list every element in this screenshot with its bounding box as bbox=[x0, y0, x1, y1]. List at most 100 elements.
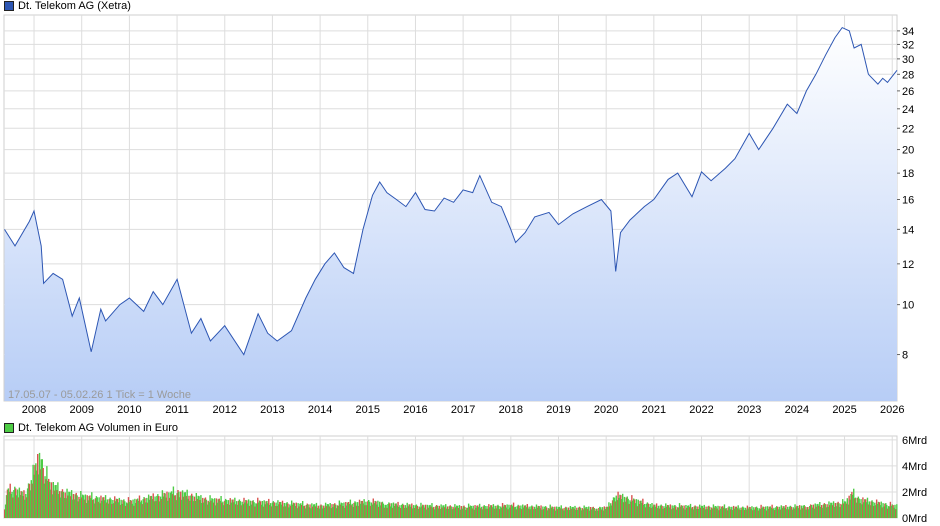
volume-bar bbox=[461, 508, 463, 518]
volume-bar bbox=[224, 498, 227, 518]
volume-bar bbox=[275, 502, 277, 518]
volume-bar bbox=[198, 496, 200, 518]
volume-bar bbox=[19, 494, 21, 518]
volume-bar bbox=[93, 503, 96, 518]
volume-bar bbox=[738, 509, 740, 518]
volume-bar bbox=[264, 504, 266, 518]
volume-bar bbox=[842, 499, 844, 518]
volume-bar bbox=[637, 499, 639, 518]
volume-bar bbox=[200, 495, 202, 518]
volume-bar bbox=[266, 501, 268, 518]
volume-bar bbox=[23, 490, 25, 518]
volume-bar bbox=[709, 506, 711, 518]
volume-bar bbox=[568, 510, 571, 518]
volume-bar bbox=[387, 504, 389, 518]
volume-bar bbox=[581, 508, 584, 518]
volume-bar bbox=[646, 502, 649, 518]
volume-bar bbox=[437, 508, 440, 518]
volume-bar bbox=[464, 507, 466, 518]
volume-bar bbox=[328, 506, 330, 518]
volume-bar bbox=[779, 509, 782, 518]
volume-bar bbox=[509, 507, 511, 518]
volume-bar bbox=[511, 506, 514, 518]
volume-bar bbox=[521, 509, 523, 518]
volume-bar bbox=[812, 504, 815, 518]
volume-bar bbox=[852, 494, 854, 518]
volume-bar bbox=[77, 501, 79, 518]
volume-bar bbox=[896, 504, 898, 518]
volume-bar bbox=[132, 499, 134, 518]
volume-bar bbox=[881, 507, 883, 518]
volume-bar bbox=[617, 491, 619, 518]
volume-bar bbox=[410, 506, 412, 518]
volume-bar bbox=[26, 497, 28, 518]
volume-bar bbox=[245, 500, 247, 518]
volume-bar bbox=[839, 507, 841, 518]
volume-bar bbox=[388, 502, 390, 518]
volume-bar bbox=[61, 489, 64, 518]
volume-bar bbox=[81, 494, 84, 518]
volume-bar bbox=[627, 498, 629, 518]
volume-bar bbox=[90, 498, 92, 518]
price-y-tick-label: 34 bbox=[902, 26, 914, 38]
volume-bar bbox=[368, 500, 370, 518]
volume-bar bbox=[203, 498, 206, 518]
volume-bar bbox=[532, 506, 534, 518]
volume-bar bbox=[831, 505, 834, 518]
volume-bar bbox=[115, 498, 118, 518]
volume-bar bbox=[715, 506, 717, 518]
volume-bar bbox=[892, 505, 894, 518]
volume-bar bbox=[31, 483, 33, 518]
volume-bar bbox=[533, 509, 535, 518]
volume-bar bbox=[840, 503, 842, 518]
volume-bar bbox=[514, 506, 517, 518]
volume-bar bbox=[451, 509, 453, 518]
volume-bar bbox=[238, 499, 241, 518]
volume-bar bbox=[513, 507, 516, 518]
volume-bar bbox=[224, 500, 226, 518]
volume-bar bbox=[80, 491, 82, 518]
volume-bar bbox=[815, 506, 817, 518]
volume-bar bbox=[510, 505, 512, 518]
volume-bar bbox=[482, 506, 485, 518]
volume-bar bbox=[886, 504, 888, 518]
volume-bar bbox=[783, 506, 785, 518]
volume-bar bbox=[407, 506, 409, 518]
volume-bar bbox=[495, 508, 497, 518]
volume-bar bbox=[681, 505, 683, 518]
volume-bar bbox=[732, 505, 735, 518]
volume-bar bbox=[422, 504, 424, 518]
volume-bar bbox=[535, 504, 538, 518]
volume-bar bbox=[344, 507, 346, 518]
volume-bar bbox=[30, 480, 32, 518]
volume-bar bbox=[334, 504, 337, 518]
volume-bar bbox=[205, 499, 208, 518]
volume-bar bbox=[5, 495, 8, 518]
volume-bar bbox=[258, 500, 261, 518]
volume-bar bbox=[386, 507, 388, 518]
volume-bar bbox=[735, 506, 738, 518]
volume-bar bbox=[548, 508, 551, 518]
volume-bar bbox=[280, 504, 283, 518]
volume-bar bbox=[233, 502, 235, 518]
volume-bar bbox=[247, 499, 250, 518]
volume-bar bbox=[474, 505, 476, 518]
volume-bar bbox=[810, 505, 813, 518]
volume-bar bbox=[488, 504, 490, 518]
volume-bar bbox=[348, 504, 351, 518]
volume-bar bbox=[455, 507, 457, 518]
volume-bar bbox=[443, 505, 445, 518]
volume-bar bbox=[806, 507, 808, 518]
volume-bar bbox=[332, 507, 334, 518]
volume-bar bbox=[572, 506, 574, 518]
volume-bar bbox=[29, 490, 32, 518]
volume-bar bbox=[834, 503, 837, 518]
volume-bar bbox=[427, 507, 429, 518]
volume-bar bbox=[260, 504, 263, 518]
volume-bar bbox=[797, 506, 799, 518]
volume-bar bbox=[708, 505, 710, 518]
volume-bar bbox=[180, 491, 182, 518]
volume-bar bbox=[107, 503, 110, 518]
volume-bar bbox=[878, 502, 881, 518]
volume-bar bbox=[145, 502, 147, 518]
